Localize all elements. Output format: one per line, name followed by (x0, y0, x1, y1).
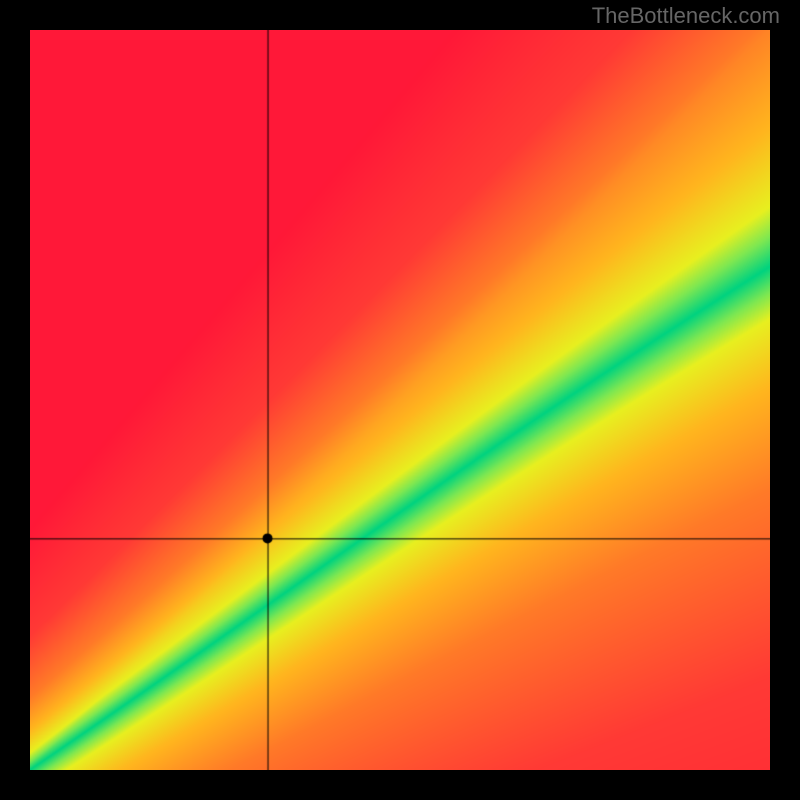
watermark-text: TheBottleneck.com (592, 3, 780, 29)
heatmap-canvas (30, 30, 770, 770)
chart-container: TheBottleneck.com (0, 0, 800, 800)
